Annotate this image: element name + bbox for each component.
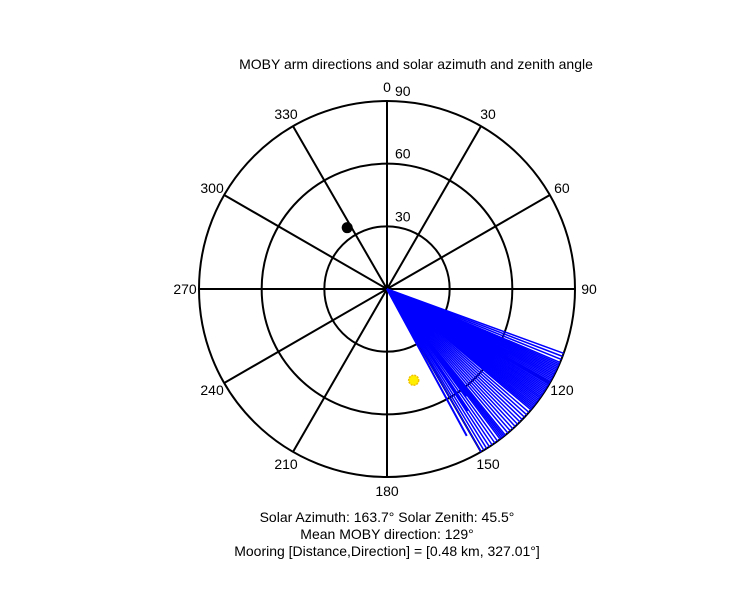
angle-label-30: 30 — [480, 106, 496, 122]
angle-label-180: 180 — [375, 483, 399, 499]
radial-label-90: 90 — [395, 83, 411, 99]
arm-line — [386, 288, 468, 398]
arm-directions — [386, 288, 564, 453]
angle-label-90: 90 — [581, 281, 597, 297]
radial-label-30: 30 — [395, 208, 411, 224]
radial-label-60: 60 — [395, 146, 411, 162]
tick-labels: 0 30 60 90 120 150 180 210 240 270 300 330 30 60 90 — [173, 79, 597, 499]
markers — [341, 222, 420, 386]
angle-label-0: 0 — [383, 79, 391, 95]
angle-label-60: 60 — [554, 180, 570, 196]
angle-label-300: 300 — [200, 180, 224, 196]
mooring-point — [341, 222, 353, 234]
angle-label-210: 210 — [274, 456, 298, 472]
angle-label-150: 150 — [476, 456, 500, 472]
arm-line — [386, 288, 468, 437]
mean-direction-caption: Mean MOBY direction: 129° — [300, 526, 473, 542]
solar-position-point — [407, 374, 420, 386]
angle-label-270: 270 — [173, 281, 197, 297]
angle-label-120: 120 — [550, 382, 574, 398]
chart-title: MOBY arm directions and solar azimuth an… — [239, 56, 593, 72]
angle-label-330: 330 — [274, 106, 298, 122]
angle-label-240: 240 — [200, 382, 224, 398]
mooring-caption: Mooring [Distance,Direction] = [0.48 km,… — [234, 543, 540, 559]
arm-line — [386, 288, 469, 412]
solar-caption: Solar Azimuth: 163.7° Solar Zenith: 45.5… — [260, 509, 515, 525]
